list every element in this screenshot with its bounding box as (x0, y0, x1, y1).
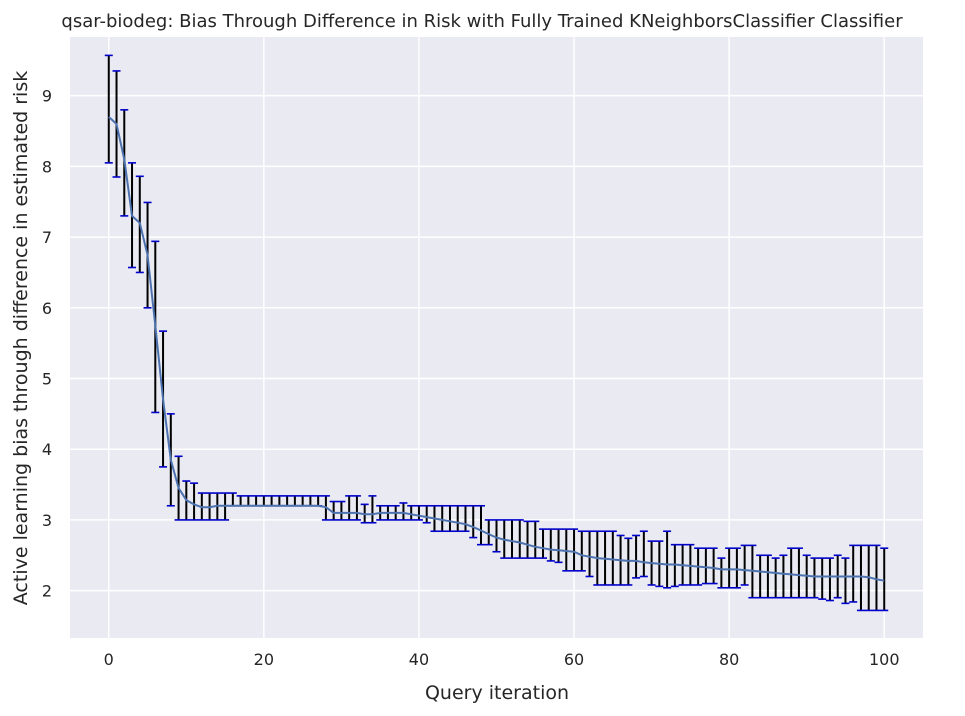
y-tick-label: 5 (42, 370, 52, 389)
x-tick-label: 100 (869, 650, 900, 669)
error-bar (546, 528, 555, 562)
error-bar (632, 534, 641, 579)
x-tick-label: 80 (719, 650, 739, 669)
x-tick-label: 40 (409, 650, 429, 669)
error-bar (725, 547, 734, 589)
error-bar (686, 543, 695, 586)
error-bar (880, 547, 889, 612)
error-bar (849, 544, 858, 603)
error-bar (585, 530, 594, 578)
error-bar (414, 504, 423, 521)
error-bar (872, 544, 881, 612)
x-tick-labels: 0 20 40 60 80 100 (104, 650, 900, 669)
error-bar (570, 528, 579, 572)
error-bar (352, 495, 361, 521)
error-bar (608, 530, 617, 586)
error-bar (810, 557, 819, 599)
error-bar (818, 557, 827, 600)
y-tick-labels: 2 3 4 5 6 7 8 9 (42, 87, 52, 601)
error-bar (329, 500, 338, 521)
error-bar (787, 547, 796, 599)
x-axis-label: Query iteration (425, 682, 569, 704)
error-bar (740, 544, 749, 586)
error-bar (663, 530, 672, 589)
error-bar (492, 519, 501, 553)
error-bar (104, 54, 113, 164)
error-bar (825, 557, 834, 602)
error-bar (407, 504, 416, 521)
x-tick-label: 60 (564, 650, 584, 669)
error-bar (469, 504, 478, 539)
error-bar (717, 557, 726, 589)
y-axis-label: Active learning bias through difference … (10, 71, 32, 605)
error-bar (523, 520, 532, 559)
error-bar (577, 530, 586, 572)
error-bar (701, 547, 710, 585)
x-tick-label: 20 (254, 650, 274, 669)
y-tick-label: 2 (42, 582, 52, 601)
error-bar (453, 504, 462, 533)
error-bar (639, 530, 648, 578)
y-tick-label: 4 (42, 440, 52, 459)
error-bar (763, 554, 772, 599)
error-bar (539, 528, 548, 559)
error-bar (515, 519, 524, 559)
y-tick-label: 6 (42, 299, 52, 318)
error-bar (422, 504, 431, 524)
error-bar (732, 547, 741, 589)
error-bar (445, 504, 454, 533)
y-tick-label: 3 (42, 511, 52, 530)
error-bar (771, 557, 780, 599)
y-tick-label: 8 (42, 157, 52, 176)
error-bar (345, 495, 354, 521)
chart-title: qsar-biodeg: Bias Through Difference in … (61, 11, 903, 32)
series-line (108, 116, 885, 582)
error-bar (531, 520, 540, 559)
error-bar (794, 547, 803, 599)
error-bar (508, 519, 517, 559)
x-tick-label: 0 (104, 650, 114, 669)
y-tick-label: 7 (42, 228, 52, 247)
error-bar (337, 500, 346, 521)
error-bar (856, 544, 865, 612)
error-bar (554, 528, 563, 564)
error-bar (484, 519, 493, 546)
error-bar (756, 554, 765, 599)
error-bar (779, 554, 788, 599)
error-bar (841, 557, 850, 605)
error-bar (562, 528, 571, 572)
error-bar (438, 504, 447, 533)
error-bar (368, 495, 377, 524)
error-bar (670, 543, 679, 588)
y-tick-label: 9 (42, 87, 52, 106)
error-bar (461, 504, 470, 533)
error-bar (190, 482, 199, 521)
error-bar (476, 504, 485, 546)
error-bar (709, 547, 718, 585)
error-bars (104, 54, 889, 612)
error-bar (399, 502, 408, 521)
